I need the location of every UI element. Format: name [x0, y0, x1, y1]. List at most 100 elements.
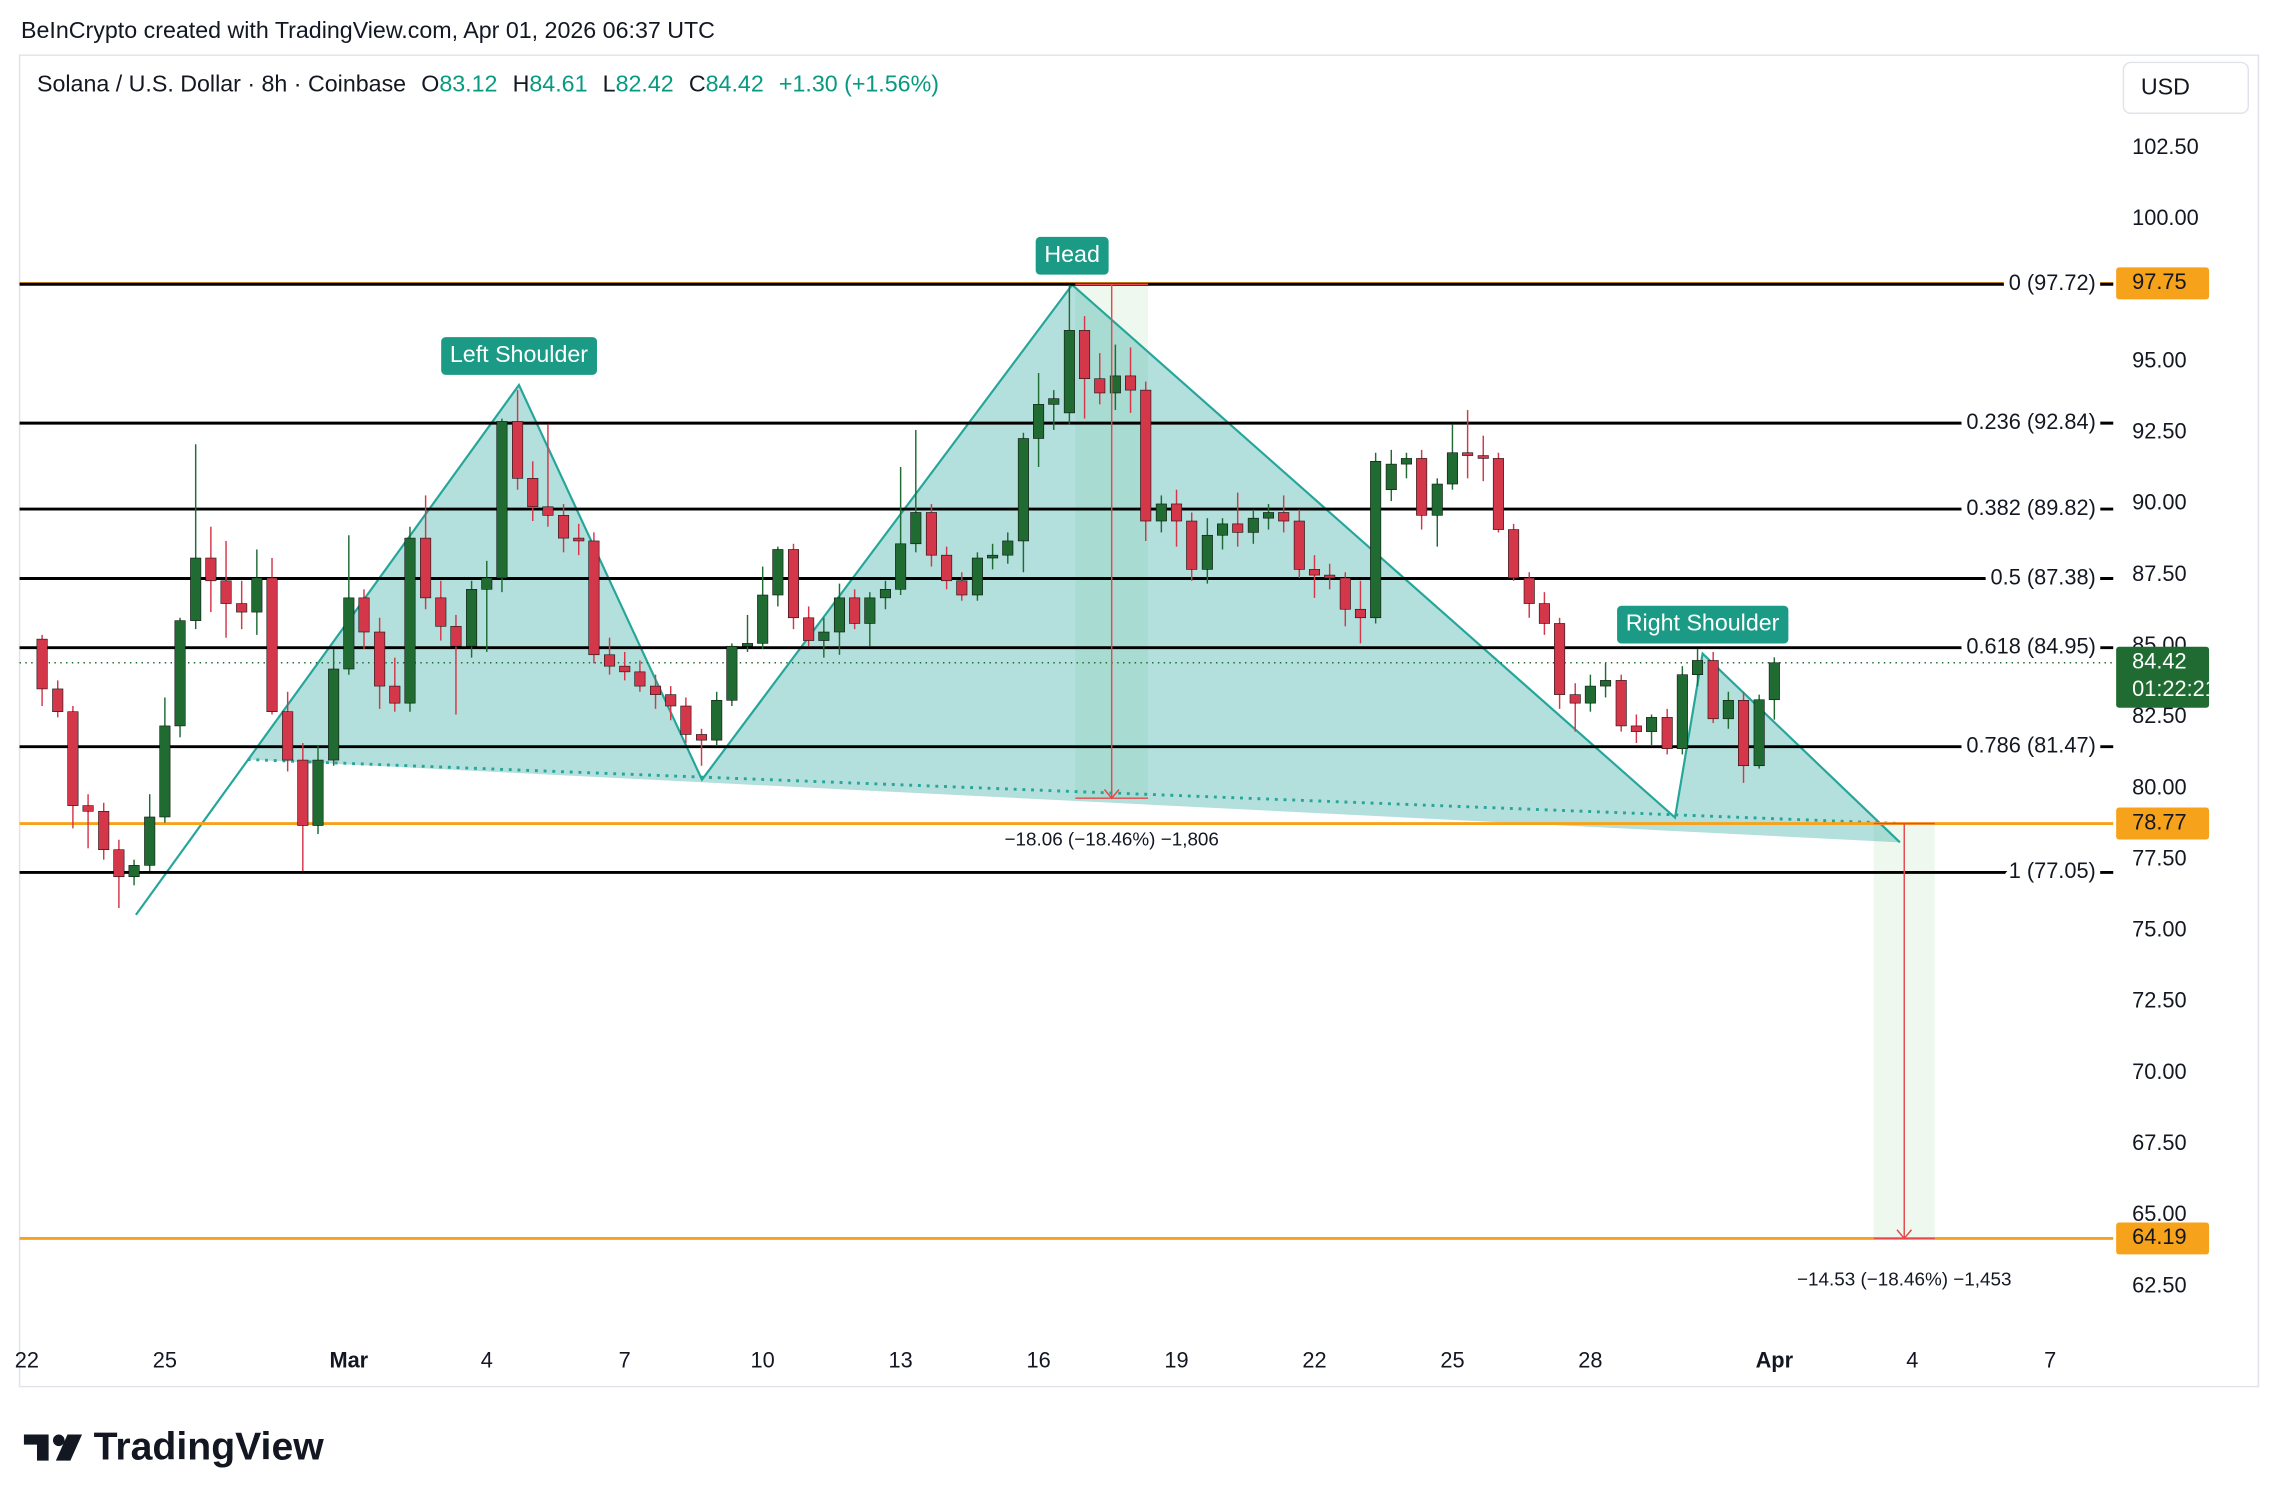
fib-label: 0.618 (84.95): [1966, 633, 2095, 658]
candle-body: [604, 654, 616, 667]
candle-body: [695, 734, 708, 741]
candle-body: [36, 638, 48, 690]
candle-body: [1538, 603, 1550, 624]
candle-body: [343, 597, 355, 670]
candle-body: [466, 589, 478, 647]
close-label: C: [689, 71, 706, 97]
price-tag: [2116, 1222, 2210, 1255]
measure-label: −14.53 (−18.46%) −1,453: [1797, 1269, 2011, 1290]
x-tick-label: 13: [889, 1348, 913, 1373]
candle-body: [941, 554, 953, 582]
logo-mark: [23, 1434, 82, 1461]
candle-body: [450, 626, 462, 647]
candle-body: [144, 816, 156, 866]
candle-body: [987, 554, 999, 559]
candle-body: [481, 577, 493, 590]
candle-body: [910, 512, 922, 545]
candle-body: [1293, 520, 1305, 570]
price-tag-label: 84.42: [2132, 648, 2186, 673]
symbol: Solana / U.S. Dollar · 8h · Coinbase: [37, 71, 406, 97]
candle-body: [1033, 404, 1045, 439]
candle-body: [1523, 577, 1535, 604]
x-tick-label: 4: [481, 1348, 493, 1373]
annotation: Right Shoulder: [1617, 605, 1789, 644]
candle-body: [236, 603, 248, 613]
annotation-box: [441, 337, 597, 375]
x-tick-label: 28: [1578, 1348, 1602, 1373]
candle-body: [772, 549, 784, 596]
candle-body: [1600, 680, 1612, 687]
candle-body: [1416, 458, 1428, 516]
logo-dot: [52, 1434, 65, 1447]
x-tick-label: 10: [751, 1348, 775, 1373]
candle-body: [1017, 438, 1029, 542]
candle-body: [895, 543, 907, 590]
candle-body: [496, 421, 508, 579]
candle-body: [1584, 685, 1596, 704]
change-percent: (+1.56%): [844, 71, 939, 97]
candle-body: [174, 620, 186, 727]
candle-body: [1738, 700, 1750, 767]
annotation-box: [1617, 605, 1789, 644]
x-tick-label: 7: [619, 1348, 631, 1373]
candle-body: [833, 597, 845, 633]
candle-body: [1217, 523, 1229, 536]
candle-body: [757, 594, 769, 644]
candle-body: [404, 537, 416, 704]
candle-body: [205, 557, 217, 582]
candle-body: [374, 631, 386, 687]
candle-body: [925, 512, 937, 556]
change: +1.30: [779, 71, 838, 97]
fib-label: 0.786 (81.47): [1966, 732, 2095, 757]
candle-body: [1094, 378, 1106, 394]
fib-label: 0.236 (92.84): [1966, 409, 2095, 434]
candle-body: [1125, 375, 1137, 391]
y-tick-label: 75.00: [2132, 917, 2186, 942]
y-tick-label: 67.50: [2132, 1130, 2186, 1155]
currency-button[interactable]: [2122, 61, 2249, 114]
candle-body: [1477, 455, 1489, 459]
fib-label: 0.382 (89.82): [1966, 495, 2095, 520]
y-tick-label: 80.00: [2132, 774, 2186, 799]
fib-label: 0.5 (87.38): [1991, 564, 2096, 589]
candle-body: [1615, 680, 1627, 727]
candle-body: [1768, 662, 1780, 701]
y-tick-label: 72.50: [2132, 988, 2186, 1013]
candle-body: [527, 478, 539, 508]
candle-body: [1339, 577, 1351, 610]
x-tick-label: 16: [1026, 1348, 1050, 1373]
fib-label: 1 (77.05): [2009, 858, 2096, 883]
candle-body: [1508, 529, 1520, 579]
candle-body: [1063, 330, 1075, 414]
price-tag-label: 78.77: [2132, 809, 2186, 834]
x-tick-label: Mar: [329, 1348, 368, 1373]
x-tick-label: 22: [15, 1348, 39, 1373]
candle-body: [113, 849, 125, 878]
candle-body: [879, 589, 891, 599]
price-tag: [2116, 807, 2210, 840]
candle-body: [542, 506, 554, 516]
candle-body: [711, 700, 723, 741]
candle-body: [358, 597, 370, 633]
chart-frame: [18, 54, 2260, 1388]
pattern-fill: [247, 284, 1900, 843]
candle-body: [680, 705, 692, 735]
candle-body: [1232, 523, 1244, 533]
y-tick-label: 92.50: [2132, 419, 2186, 444]
currency[interactable]: USD: [2141, 74, 2190, 100]
low-label: L: [603, 71, 616, 97]
x-tick-label: 25: [153, 1348, 177, 1373]
candle-body: [558, 515, 570, 539]
x-tick-label: 4: [1906, 1348, 1918, 1373]
price-tag-label: 97.75: [2132, 269, 2186, 294]
candle-body: [98, 811, 110, 851]
candle-body: [1646, 717, 1658, 732]
candle-body: [389, 685, 401, 704]
measure-label: −18.06 (−18.46%) −1,806: [1004, 828, 1218, 849]
candle-body: [220, 580, 232, 604]
x-tick-label: 25: [1440, 1348, 1464, 1373]
candle-body: [266, 577, 278, 712]
brand-logo: [23, 1434, 82, 1461]
candle-body: [1569, 694, 1581, 704]
